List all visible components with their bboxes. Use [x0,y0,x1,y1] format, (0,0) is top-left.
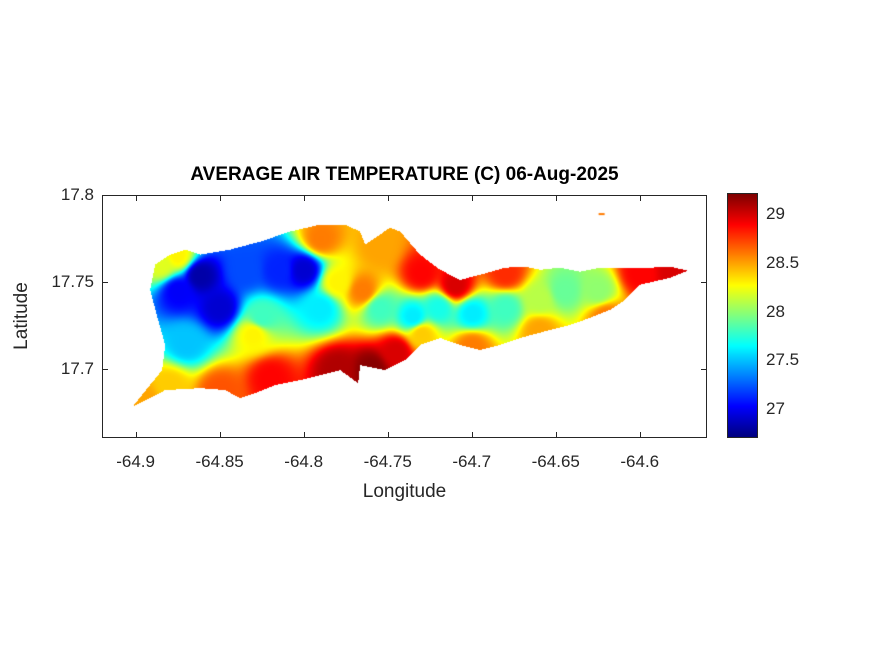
x-tick-label: -64.8 [284,452,324,471]
x-tick-mark [303,195,305,201]
x-tick-mark [555,432,557,438]
x-tick-label: -64.9 [116,452,155,471]
y-tick-mark [102,281,108,283]
x-tick-mark [639,195,641,201]
x-tick-mark [471,195,473,201]
x-tick-mark [471,432,473,438]
x-tick-label: -64.6 [620,452,660,471]
x-tick-label: -64.65 [531,452,580,471]
x-tick-label: -64.75 [363,452,412,471]
x-tick-mark [135,195,137,201]
temperature-heatmap [102,195,707,438]
x-tick-mark [219,195,221,201]
chart-title: AVERAGE AIR TEMPERATURE (C) 06-Aug-2025 [190,164,619,185]
x-tick-label: -64.7 [452,452,492,471]
y-tick-mark [102,368,108,370]
x-tick-mark [219,432,221,438]
y-tick-mark [102,195,108,196]
x-tick-mark [555,195,557,201]
y-tick-label: 17.7 [60,358,94,378]
y-tick-label: 17.8 [60,185,94,204]
y-axis-label: Latitude [11,282,32,350]
colorbar-tick-label: 27.5 [766,350,800,370]
x-tick-label: -64.85 [195,452,244,471]
colorbar-tick-label: 29 [766,204,785,224]
colorbar-tick-label: 27 [766,398,785,418]
plot-area [102,195,707,438]
x-tick-mark [639,432,641,438]
colorbar [727,193,758,438]
colorbar-tick-label: 28.5 [766,253,800,272]
y-tick-mark [701,281,707,283]
colorbar-tick-label: 28 [766,301,785,321]
x-tick-mark [135,432,137,438]
y-tick-mark [701,368,707,370]
y-tick-mark [701,195,707,196]
x-axis-label: Longitude [362,481,447,502]
y-tick-label: 17.75 [51,271,94,291]
x-tick-mark [303,432,305,438]
x-tick-mark [387,195,389,201]
x-tick-mark [387,432,389,438]
